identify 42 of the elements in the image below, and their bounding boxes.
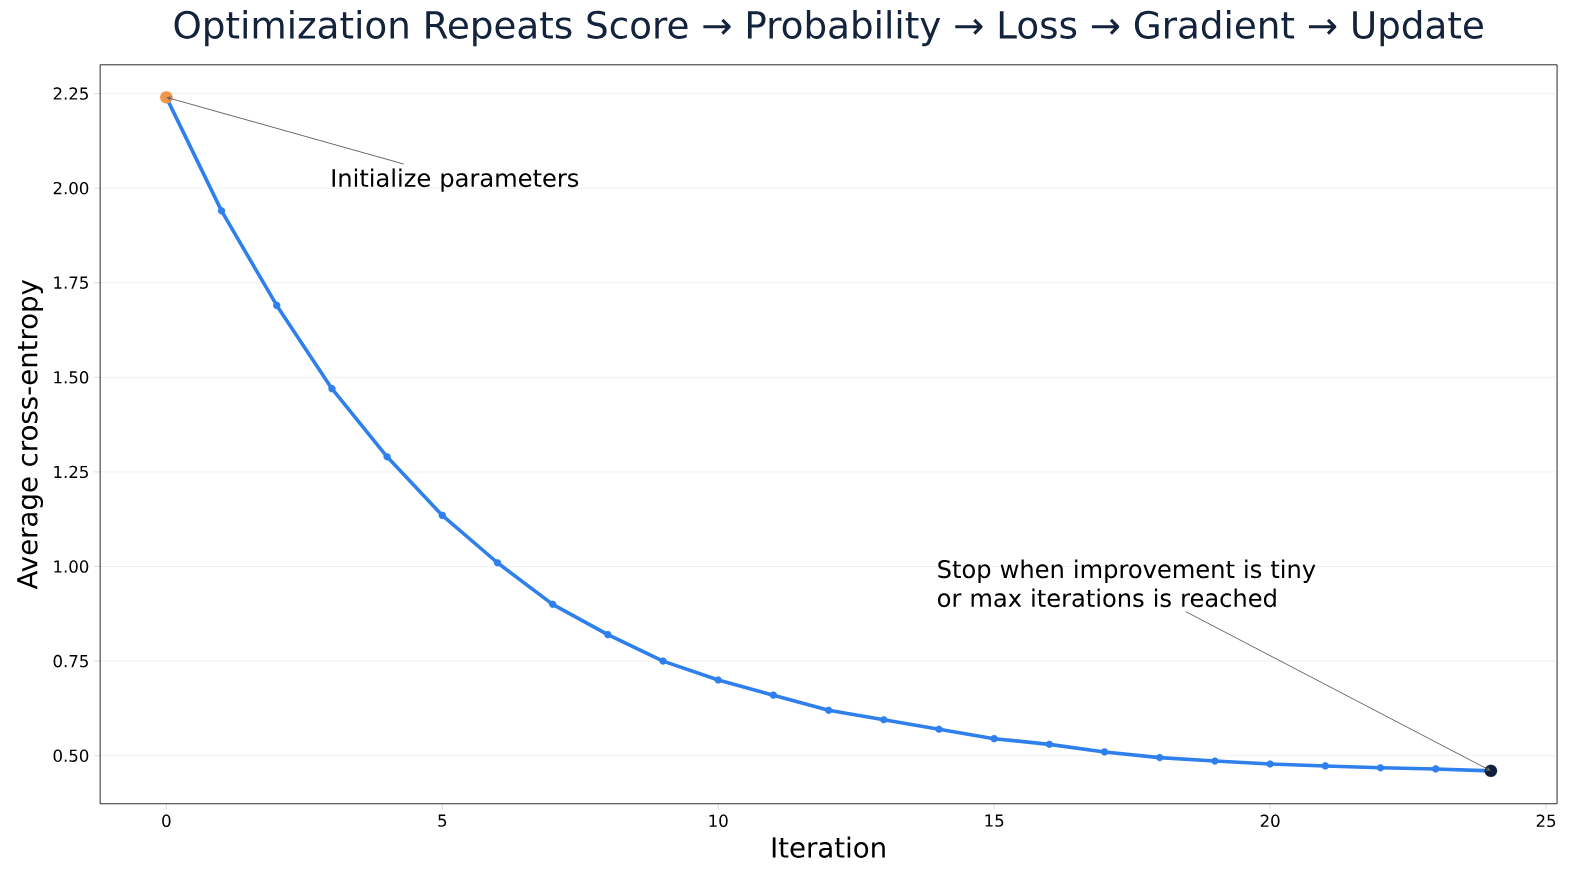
point xyxy=(935,725,943,734)
point xyxy=(824,706,833,715)
y-tick-label: 0.75 xyxy=(53,655,88,668)
point xyxy=(1321,762,1329,770)
point xyxy=(990,735,998,743)
y-tick-label: 1.25 xyxy=(54,465,88,479)
x-axis-title: Iteration xyxy=(772,836,885,859)
point xyxy=(659,657,667,666)
x-tick-label: 10 xyxy=(709,814,728,828)
point xyxy=(383,453,391,461)
point xyxy=(880,716,888,724)
x-tick-label: 5 xyxy=(438,814,447,828)
annotation: Stop when improvement is tiny or max iterations is reached xyxy=(938,559,1316,608)
point xyxy=(493,559,502,567)
point xyxy=(1266,760,1274,768)
point xyxy=(604,631,612,639)
chart-title: Optimization Repeats Score → Probability → Loss → Gradient → Update xyxy=(174,10,1483,47)
point xyxy=(769,691,778,700)
y-tick-label: 2.00 xyxy=(53,182,89,195)
x-tick-label: 15 xyxy=(985,814,1004,828)
x-tick-label: 0 xyxy=(162,814,171,828)
x-tick-label: 25 xyxy=(1536,814,1556,828)
y-tick-label: 1.75 xyxy=(54,276,88,290)
point xyxy=(1100,748,1109,756)
point xyxy=(714,676,722,684)
y-tick-label: 1.00 xyxy=(54,560,89,574)
point xyxy=(273,302,281,310)
point xyxy=(217,207,226,215)
annotation: Initialize parameters xyxy=(332,168,579,193)
y-tick-label: 2.25 xyxy=(53,87,88,101)
point xyxy=(548,600,557,609)
point xyxy=(1045,740,1054,749)
point xyxy=(1156,754,1164,762)
point xyxy=(1376,764,1385,772)
x-tick-label: 20 xyxy=(1260,814,1280,828)
y-tick-label: 1.50 xyxy=(54,371,89,384)
y-axis-title: Average cross-entropy xyxy=(17,280,44,590)
point xyxy=(438,512,446,520)
y-tick-label: 0.50 xyxy=(53,749,89,763)
point xyxy=(1211,757,1219,765)
point xyxy=(1432,765,1440,773)
point xyxy=(328,385,336,393)
